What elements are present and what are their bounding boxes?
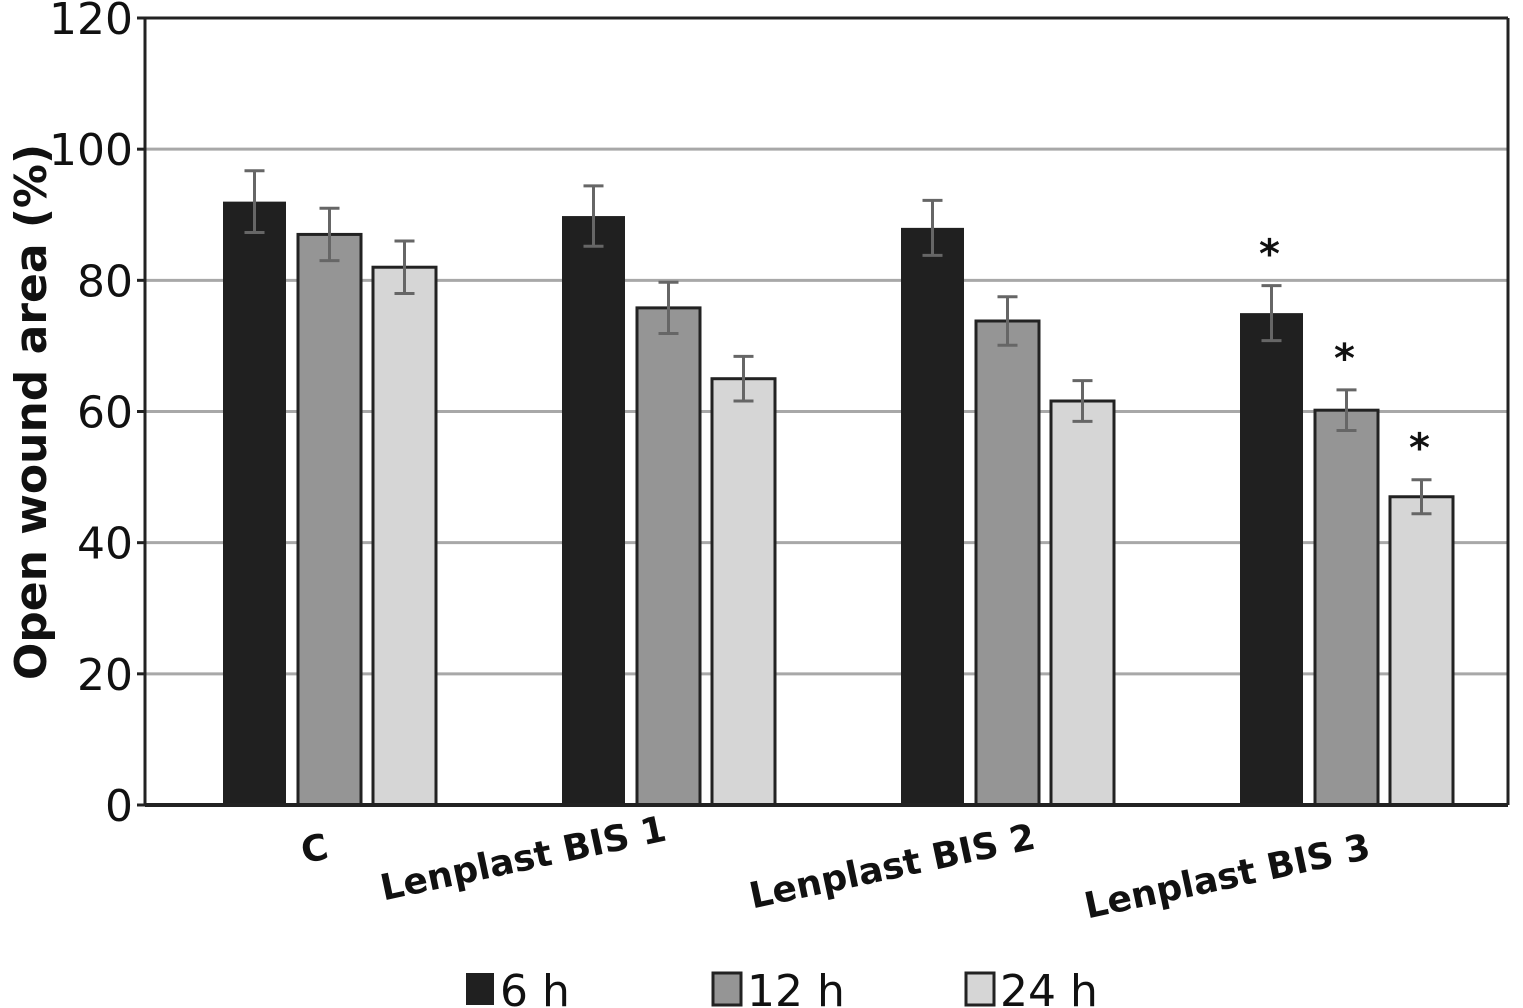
legend: 6 h 12 h 24 h (466, 966, 1098, 1008)
bar (296, 232, 363, 807)
bar (223, 201, 286, 806)
y-tick-label: 40 (77, 519, 133, 570)
legend-label: 24 h (1000, 966, 1098, 1008)
legend-item: 24 h (964, 966, 1098, 1008)
bar (562, 216, 625, 806)
y-tick-label: 80 (77, 256, 133, 307)
significance-marker: * (1409, 426, 1430, 472)
bar (1388, 495, 1455, 807)
bars: * * * (223, 169, 1455, 807)
y-tick-label: 60 (77, 388, 133, 439)
significance-marker: * (1334, 336, 1355, 382)
legend-swatch (964, 971, 996, 1007)
legend-label: 6 h (500, 966, 570, 1008)
y-tick-label: 100 (49, 125, 133, 176)
bar (710, 377, 777, 807)
significance-marker: * (1259, 232, 1280, 278)
x-tick-label: Lenplast BIS 3 (1081, 827, 1374, 928)
x-tick-labels: C Lenplast BIS 1 Lenplast BIS 2 Lenplast BI… (298, 809, 1374, 928)
axes (137, 16, 1510, 807)
x-tick-label: Lenplast BIS 1 (377, 809, 670, 910)
x-tick-label: C (298, 827, 332, 873)
bar (1240, 313, 1303, 805)
y-tick-labels: 0 20 40 60 80 100 120 (49, 0, 133, 832)
legend-swatch (466, 973, 494, 1005)
bar (371, 265, 438, 807)
bar (1049, 399, 1116, 807)
bar (974, 319, 1041, 807)
bar (1313, 408, 1380, 807)
y-tick-label: 120 (49, 0, 133, 45)
legend-item: 6 h (466, 966, 570, 1008)
y-tick-label: 0 (105, 781, 133, 832)
y-axis-title: Open wound area (%) (6, 144, 57, 680)
legend-swatch (711, 971, 743, 1007)
bar (635, 306, 702, 807)
y-tick-label: 20 (77, 650, 133, 701)
bar (901, 227, 964, 805)
legend-item: 12 h (711, 966, 845, 1008)
x-tick-label: Lenplast BIS 2 (746, 817, 1039, 918)
legend-label: 12 h (747, 966, 845, 1008)
